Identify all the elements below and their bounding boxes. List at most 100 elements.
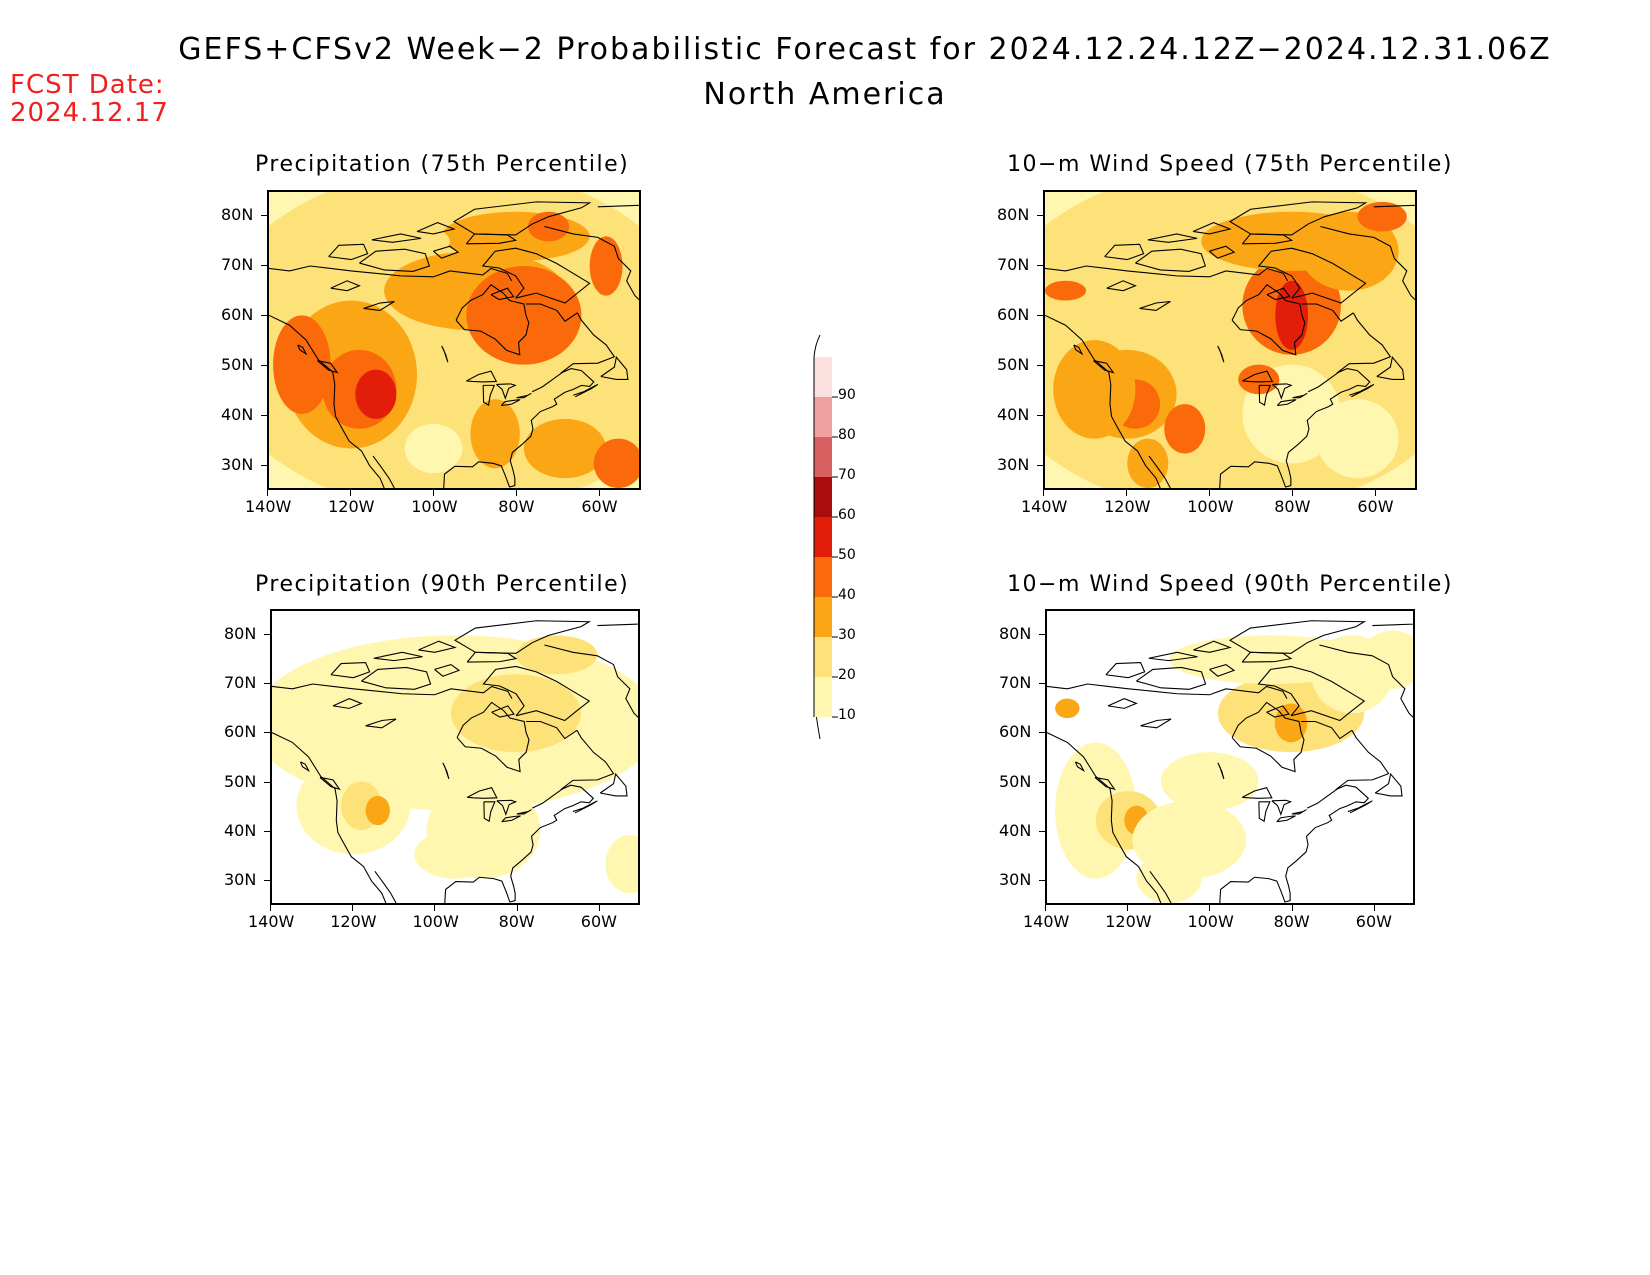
lon-label: 140W bbox=[248, 912, 295, 931]
probability-contour bbox=[1127, 438, 1169, 488]
lon-tick bbox=[1209, 490, 1211, 496]
lat-label: 80N bbox=[224, 623, 257, 643]
lon-label: 80W bbox=[1273, 912, 1310, 931]
coastline bbox=[1373, 204, 1415, 208]
colorbar-label: 50 bbox=[838, 547, 856, 563]
coastline bbox=[1106, 280, 1137, 292]
lon-tick bbox=[516, 905, 518, 911]
coastline bbox=[1291, 809, 1307, 815]
coastline bbox=[269, 265, 513, 282]
probability-contour bbox=[593, 438, 639, 488]
probability-contour bbox=[1136, 854, 1202, 903]
coastline bbox=[1135, 248, 1207, 272]
lat-label: 60N bbox=[221, 305, 254, 324]
probability-contour bbox=[1238, 364, 1280, 395]
coastline bbox=[1271, 799, 1293, 817]
colorbar-segment bbox=[814, 677, 832, 717]
coastline bbox=[1228, 620, 1367, 654]
lat-tick bbox=[264, 683, 270, 684]
coastline bbox=[1192, 221, 1232, 235]
lon-tick bbox=[352, 905, 354, 911]
coastline bbox=[1073, 344, 1084, 356]
lon-tick bbox=[1045, 905, 1046, 911]
coastline bbox=[1047, 683, 1288, 699]
fcst-date-value: 2024.12.17 bbox=[10, 98, 169, 128]
coastline bbox=[482, 384, 496, 406]
coastline bbox=[465, 233, 518, 245]
map-area bbox=[1043, 190, 1417, 490]
panel-title: 10−m Wind Speed (75th Percentile) bbox=[1007, 152, 1453, 177]
coastline bbox=[319, 776, 341, 791]
coastline bbox=[416, 221, 456, 235]
lat-label: 50N bbox=[999, 771, 1032, 791]
coastline bbox=[1372, 623, 1413, 627]
coastline bbox=[330, 280, 361, 292]
lon-tick bbox=[1209, 905, 1211, 911]
coastline bbox=[1349, 383, 1375, 398]
probability-contour bbox=[414, 830, 496, 879]
coastline bbox=[532, 786, 566, 809]
coastline bbox=[1139, 300, 1171, 311]
lat-label: 30N bbox=[224, 870, 257, 890]
coastline bbox=[1231, 284, 1306, 356]
coastline bbox=[297, 344, 308, 356]
coastline bbox=[371, 233, 422, 243]
coastline bbox=[1241, 651, 1293, 663]
coastline bbox=[1347, 800, 1373, 814]
coastline bbox=[490, 287, 515, 301]
coastline bbox=[455, 284, 530, 356]
coastline bbox=[1045, 265, 1289, 282]
lon-tick bbox=[1126, 490, 1128, 496]
lon-tick bbox=[270, 905, 271, 911]
lat-label: 70N bbox=[999, 673, 1032, 692]
coastline bbox=[1219, 312, 1392, 488]
map-area bbox=[270, 609, 640, 905]
lat-tick bbox=[1037, 215, 1043, 216]
probability-contour bbox=[355, 369, 397, 419]
coastline bbox=[599, 772, 628, 797]
lon-label: 80W bbox=[1274, 497, 1311, 516]
coastline bbox=[1266, 287, 1291, 301]
colorbar-label: 90 bbox=[838, 387, 856, 403]
probability-contour bbox=[605, 834, 638, 894]
lat-label: 60N bbox=[224, 722, 257, 742]
coastline bbox=[1257, 247, 1367, 304]
probability-contour bbox=[1360, 630, 1413, 689]
lat-tick bbox=[1039, 831, 1045, 832]
colorbar-label: 30 bbox=[838, 627, 856, 643]
coastline bbox=[1301, 720, 1353, 740]
coastline bbox=[1193, 640, 1232, 653]
lon-tick bbox=[598, 905, 600, 911]
map-canvas bbox=[272, 620, 638, 903]
colorbar-segment bbox=[814, 597, 832, 637]
colorbar-label: 70 bbox=[838, 467, 856, 483]
coastline bbox=[531, 370, 566, 393]
coastline bbox=[418, 640, 457, 653]
probability-contour bbox=[1045, 280, 1087, 301]
coastline bbox=[1107, 698, 1138, 709]
coastline bbox=[466, 787, 498, 799]
probability-contour bbox=[523, 418, 607, 479]
colorbar-end-top bbox=[813, 334, 821, 358]
coastline bbox=[1307, 370, 1342, 393]
coastline bbox=[442, 762, 450, 780]
coastline bbox=[1140, 718, 1172, 729]
colorbar-label: 40 bbox=[838, 587, 856, 603]
lat-tick bbox=[261, 215, 267, 216]
probability-contour bbox=[1357, 201, 1407, 232]
coastline bbox=[600, 356, 629, 381]
coastline bbox=[299, 761, 310, 773]
coastline bbox=[1136, 666, 1207, 690]
lat-label: 80N bbox=[997, 205, 1030, 224]
lon-label: 140W bbox=[1023, 912, 1070, 931]
map-area bbox=[267, 190, 641, 490]
lon-label: 60W bbox=[580, 912, 617, 931]
panel-title: Precipitation (90th Percentile) bbox=[255, 572, 630, 597]
lat-tick bbox=[261, 265, 267, 266]
lon-label: 100W bbox=[411, 497, 458, 516]
coastline bbox=[1258, 801, 1271, 823]
lon-label: 80W bbox=[498, 912, 535, 931]
coastline bbox=[597, 623, 638, 627]
lon-label: 120W bbox=[328, 497, 375, 516]
probability-contour bbox=[1316, 399, 1399, 479]
